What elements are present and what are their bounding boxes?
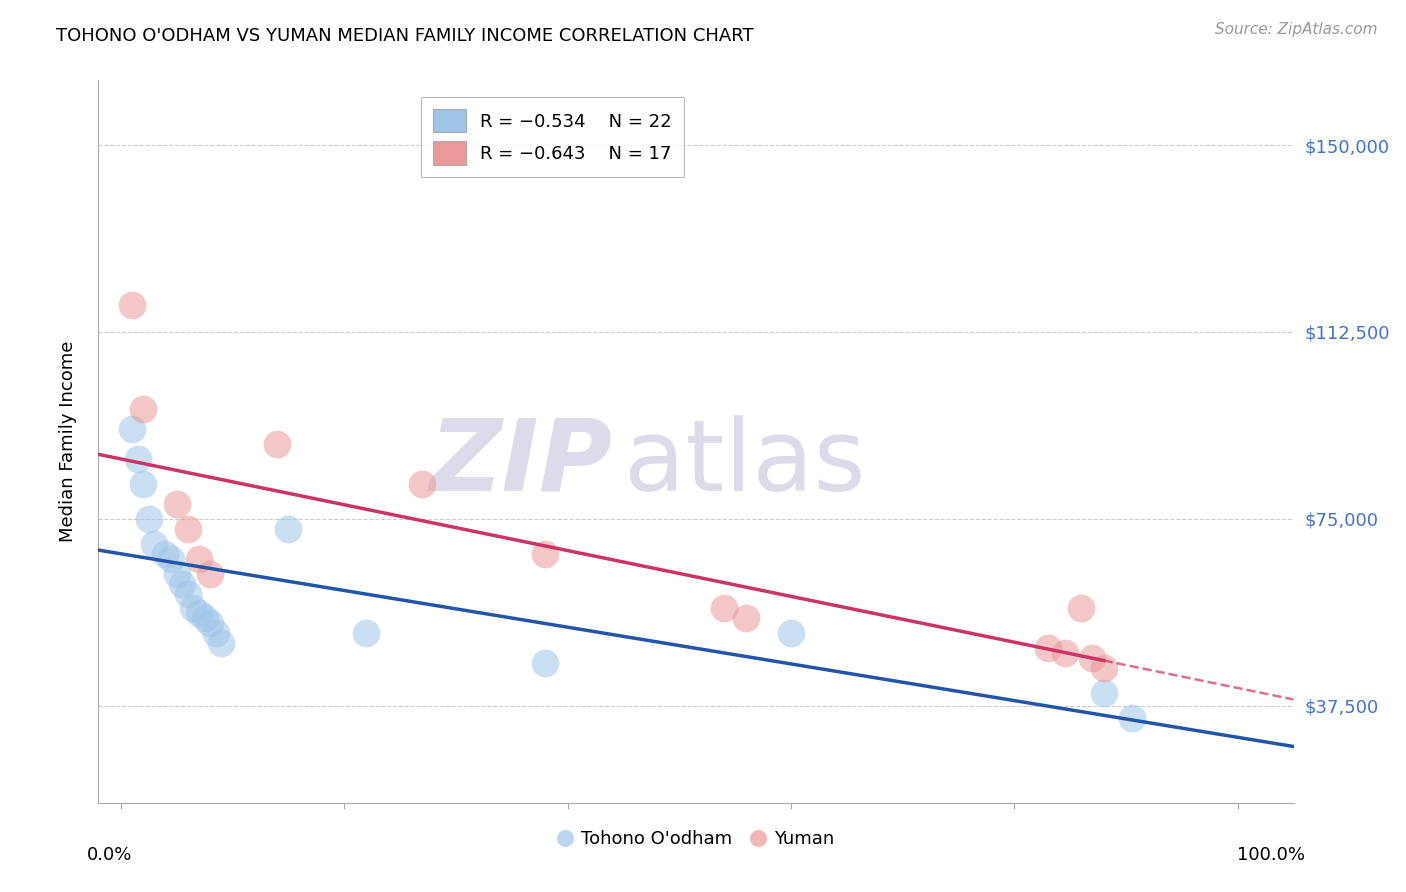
Point <box>160 551 183 566</box>
Text: Source: ZipAtlas.com: Source: ZipAtlas.com <box>1215 22 1378 37</box>
Text: TOHONO O'ODHAM VS YUMAN MEDIAN FAMILY INCOME CORRELATION CHART: TOHONO O'ODHAM VS YUMAN MEDIAN FAMILY IN… <box>56 27 754 45</box>
Point <box>138 512 160 526</box>
Point <box>713 601 735 615</box>
Point <box>166 566 188 581</box>
Point <box>534 657 557 671</box>
Point <box>172 576 194 591</box>
Point <box>356 626 378 640</box>
Point <box>534 547 557 561</box>
Point <box>780 626 803 640</box>
Point <box>143 537 166 551</box>
Point <box>1081 651 1104 665</box>
Text: ZIP: ZIP <box>429 415 613 512</box>
Point <box>411 476 433 491</box>
Point <box>166 497 188 511</box>
Point <box>121 297 143 311</box>
Point <box>198 616 221 631</box>
Point <box>735 611 758 625</box>
Point <box>1121 711 1143 725</box>
Point <box>1092 686 1115 700</box>
Point <box>1036 641 1059 656</box>
Point <box>209 636 232 650</box>
Point <box>193 611 215 625</box>
Point <box>1070 601 1092 615</box>
Text: 100.0%: 100.0% <box>1237 847 1306 864</box>
Point <box>266 437 288 451</box>
Y-axis label: Median Family Income: Median Family Income <box>59 341 77 542</box>
Point <box>155 547 177 561</box>
Point <box>127 452 149 467</box>
Point <box>121 422 143 436</box>
Point <box>1092 661 1115 675</box>
Point <box>187 551 209 566</box>
Point <box>132 402 155 417</box>
Point <box>183 601 205 615</box>
Text: atlas: atlas <box>624 415 866 512</box>
Point <box>177 586 200 600</box>
Point <box>198 566 221 581</box>
Point <box>1053 646 1076 660</box>
Point <box>204 626 226 640</box>
Point <box>132 476 155 491</box>
Point <box>277 522 299 536</box>
Point <box>187 607 209 621</box>
Text: 0.0%: 0.0% <box>87 847 132 864</box>
Legend: Tohono O'odham, Yuman: Tohono O'odham, Yuman <box>551 822 841 855</box>
Point <box>177 522 200 536</box>
